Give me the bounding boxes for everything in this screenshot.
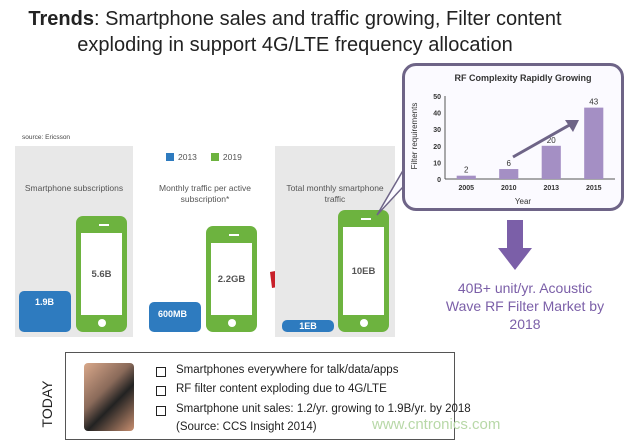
y-tick-label: 50 xyxy=(433,94,441,101)
x-tick-label: 2010 xyxy=(501,185,517,192)
y-tick-label: 0 xyxy=(437,177,441,184)
down-arrow-icon xyxy=(498,220,532,270)
page-title-line2: exploding in support 4G/LTE frequency al… xyxy=(77,34,513,56)
y-tick-label: 30 xyxy=(433,127,441,134)
y-tick-label: 10 xyxy=(433,160,441,167)
phone-2019: 2.2GB xyxy=(206,226,257,332)
checkbox-icon xyxy=(156,406,166,416)
checkbox-icon xyxy=(156,367,166,377)
bullet-source: (Source: CCS Insight 2014) xyxy=(176,421,317,433)
y-tick-label: 40 xyxy=(433,111,441,118)
legend-label-2013: 2013 xyxy=(178,152,197,162)
phone-2019: 10EB xyxy=(338,210,389,332)
source-label: source: Ericsson xyxy=(22,134,71,141)
x-tick-label: 2015 xyxy=(586,185,602,192)
bar-2005 xyxy=(456,175,476,179)
legend-label-2019: 2019 xyxy=(222,152,242,162)
bullet-item: Smartphones everywhere for talk/data/app… xyxy=(156,364,398,377)
market-text: 40B+ unit/yr. Acoustic Wave RF Filter Ma… xyxy=(445,280,605,332)
watermark: www.cntronics.com xyxy=(372,416,501,433)
panel-label: Smartphone subscriptions xyxy=(24,183,124,193)
bar-2013: 1EB xyxy=(282,320,334,332)
today-box xyxy=(65,352,455,440)
bullet-item: Smartphone unit sales: 1.2/yr. growing t… xyxy=(156,403,471,416)
smartphone-watch-image xyxy=(84,363,134,431)
page-title-line1: Trends: Smartphone sales and traffic gro… xyxy=(28,8,562,30)
x-axis-label: Year xyxy=(515,197,532,206)
panel-label: Monthly traffic per active subscription* xyxy=(159,183,251,204)
bar-2013: 600MB xyxy=(149,302,201,332)
rf-complexity-chart: RF Complexity Rapidly Growing Filter req… xyxy=(410,73,615,206)
legend: 2013 2019 xyxy=(166,152,242,162)
data-label: 2 xyxy=(464,166,469,175)
phone-2019: 5.6B xyxy=(76,216,127,332)
legend-swatch-2013 xyxy=(166,153,174,161)
bar-2010 xyxy=(499,169,519,179)
today-label: TODAY xyxy=(39,380,55,428)
data-label: 6 xyxy=(507,159,512,168)
legend-swatch-2019 xyxy=(210,153,219,161)
chart-title: RF Complexity Rapidly Growing xyxy=(454,73,591,83)
data-label: 43 xyxy=(589,98,598,107)
trend-arrow-icon xyxy=(512,121,574,159)
x-tick-label: 2005 xyxy=(458,185,474,192)
x-tick-label: 2013 xyxy=(543,185,559,192)
bar-2013: 1.9B xyxy=(19,291,71,332)
trend-arrowhead xyxy=(565,120,579,132)
bullet-item: RF filter content exploding due to 4G/LT… xyxy=(156,383,387,396)
y-axis-label: Filter requirements xyxy=(410,103,419,170)
bar-2013 xyxy=(541,145,561,179)
panel-label: Total monthly smartphone traffic xyxy=(286,183,384,204)
checkbox-icon xyxy=(156,386,166,396)
bar-2015 xyxy=(584,107,604,179)
data-label: 20 xyxy=(547,136,556,145)
y-tick-label: 20 xyxy=(433,144,441,151)
